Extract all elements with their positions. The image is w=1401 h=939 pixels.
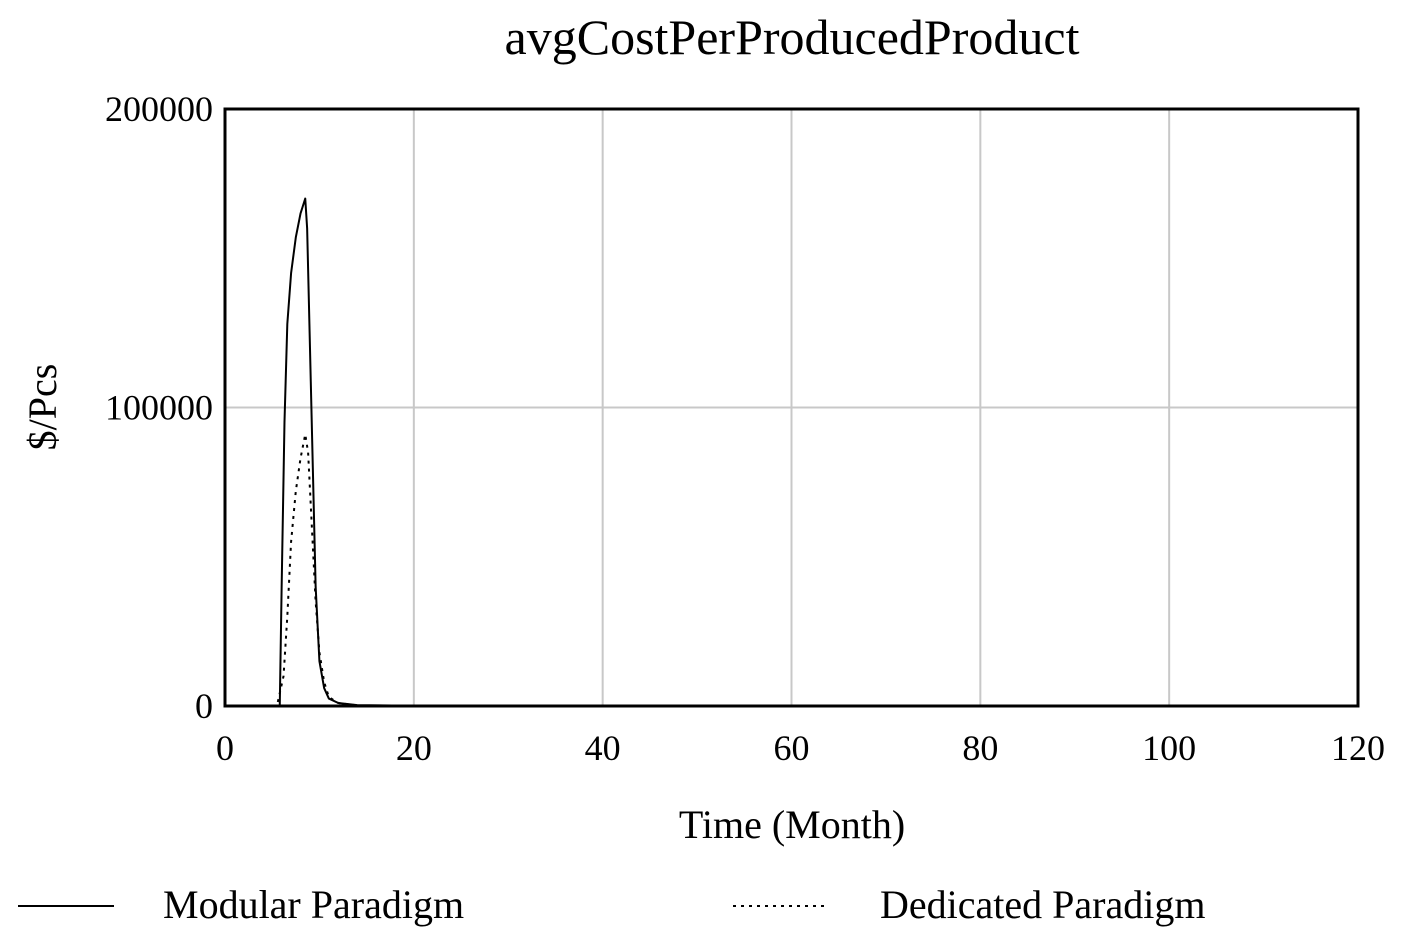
y-tick-label: 100000 — [105, 388, 213, 428]
legend: Modular Paradigm Dedicated Paradigm — [18, 882, 1205, 927]
plot-frame — [223, 107, 1360, 708]
legend-label-dedicated-paradigm: Dedicated Paradigm — [880, 882, 1205, 927]
x-tick-label: 100 — [1142, 728, 1196, 768]
x-tick-label: 120 — [1331, 728, 1385, 768]
x-axis-label: Time (Month) — [679, 802, 905, 847]
grid-lines — [225, 109, 1358, 706]
y-axis-label: $/Pcs — [20, 364, 65, 451]
legend-label-modular-paradigm: Modular Paradigm — [163, 882, 464, 927]
x-tick-labels: 0 20 40 60 80 100 120 — [216, 728, 1385, 768]
x-tick-label: 20 — [396, 728, 432, 768]
y-tick-labels: 0 100000 200000 — [105, 89, 213, 726]
x-tick-label: 60 — [774, 728, 810, 768]
y-tick-label: 0 — [195, 686, 213, 726]
x-tick-label: 40 — [585, 728, 621, 768]
x-tick-label: 80 — [962, 728, 998, 768]
chart-title: avgCostPerProducedProduct — [505, 9, 1080, 65]
x-tick-label: 0 — [216, 728, 234, 768]
y-tick-label: 200000 — [105, 89, 213, 129]
